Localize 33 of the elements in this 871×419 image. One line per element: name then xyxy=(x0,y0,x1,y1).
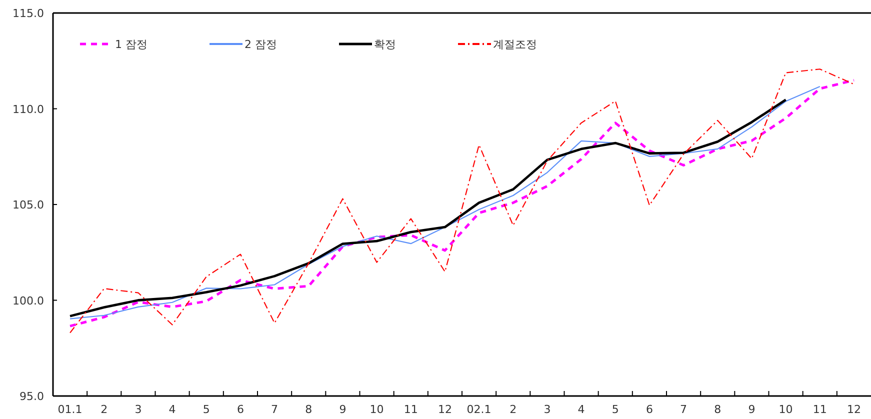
y-tick-label: 115.0 xyxy=(12,7,44,20)
x-tick-label: 4 xyxy=(578,403,585,416)
x-tick-label: 6 xyxy=(646,403,653,416)
y-tick-label: 110.0 xyxy=(12,102,44,116)
x-tick-label: 7 xyxy=(680,403,688,416)
legend-label: 1 잠정 xyxy=(115,38,148,51)
x-tick-label: 4 xyxy=(168,403,176,416)
x-tick-label: 10 xyxy=(778,403,793,416)
x-tick-label: 01.1 xyxy=(58,403,82,416)
x-tick-label: 02.1 xyxy=(466,403,492,416)
x-tick-label: 12 xyxy=(438,403,452,416)
x-tick-label: 9 xyxy=(748,403,756,416)
x-tick-label: 12 xyxy=(846,403,861,416)
x-tick-label: 9 xyxy=(339,403,346,416)
x-tick-label: 5 xyxy=(202,403,210,416)
legend-label: 확정 xyxy=(374,38,396,51)
x-tick-label: 2 xyxy=(510,403,517,416)
x-tick-label: 2 xyxy=(100,403,108,416)
x-tick-label: 3 xyxy=(544,403,551,416)
y-tick-label: 105.0 xyxy=(12,198,44,212)
x-tick-label: 10 xyxy=(370,403,384,416)
x-tick-label: 11 xyxy=(404,403,418,416)
x-tick-label: 7 xyxy=(271,403,278,416)
x-tick-label: 3 xyxy=(134,403,142,416)
x-tick-label: 11 xyxy=(812,403,827,416)
x-tick-label: 6 xyxy=(236,403,244,416)
y-tick-label: 100.0 xyxy=(12,294,44,308)
x-tick-label: 5 xyxy=(612,403,619,416)
x-tick-label: 8 xyxy=(714,403,722,416)
y-tick-label: 95.0 xyxy=(20,390,44,403)
legend-label: 계절조정 xyxy=(493,38,537,51)
x-tick-label: 8 xyxy=(305,403,312,416)
legend-label: 2 잠정 xyxy=(244,38,277,51)
